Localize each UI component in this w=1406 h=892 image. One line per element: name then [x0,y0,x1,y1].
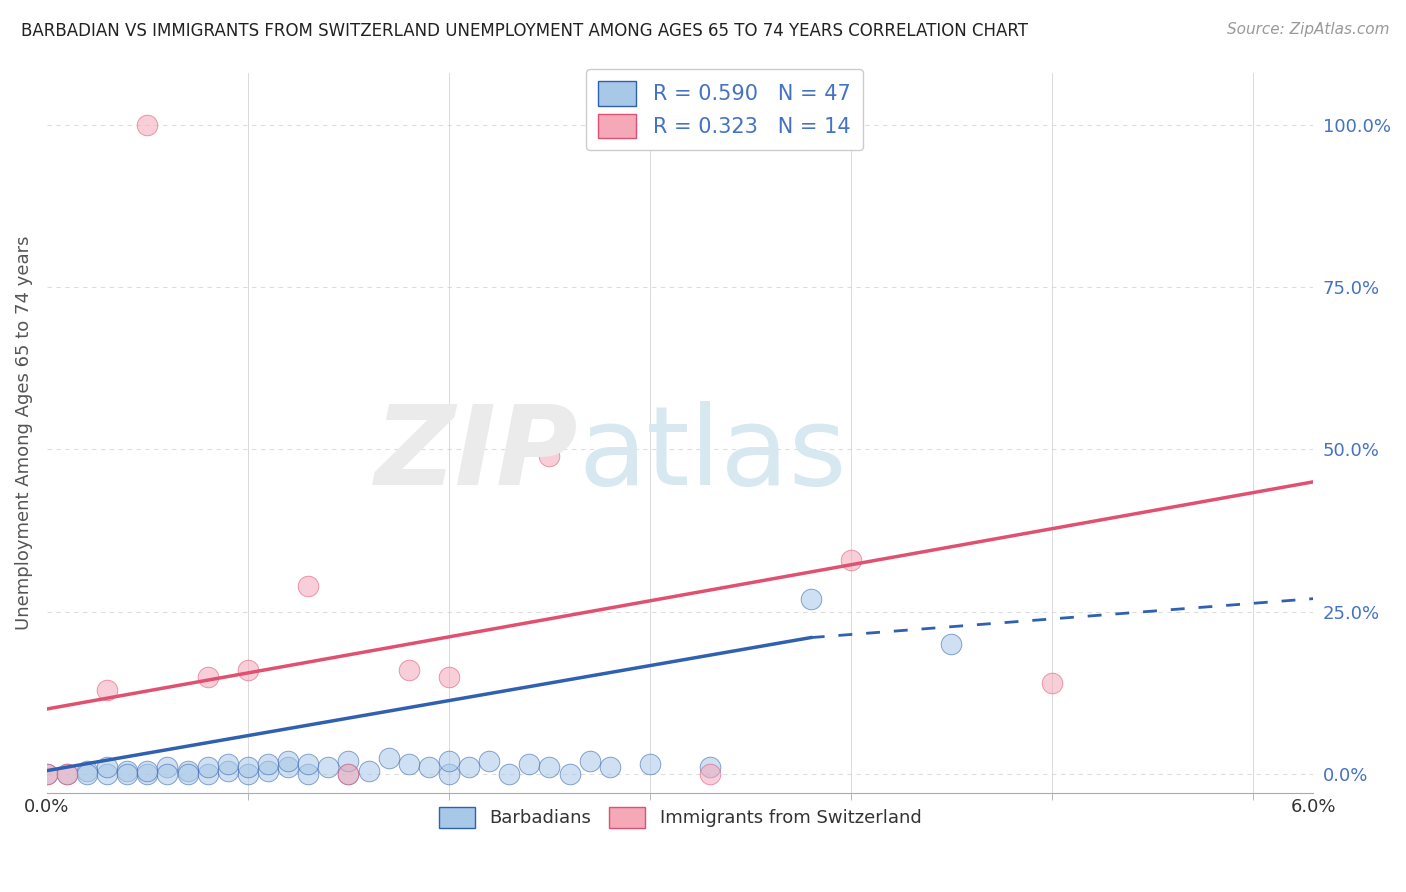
Legend: Barbadians, Immigrants from Switzerland: Barbadians, Immigrants from Switzerland [432,799,929,835]
Point [538,760,561,774]
Point [297,767,319,781]
Point [56,767,79,781]
Point [800,591,823,606]
Point [257,764,280,778]
Text: Source: ZipAtlas.com: Source: ZipAtlas.com [1226,22,1389,37]
Point [176,764,198,778]
Point [297,757,319,772]
Point [437,669,460,683]
Point [257,757,280,772]
Point [318,760,340,774]
Point [337,767,360,781]
Point [517,757,540,772]
Point [699,760,721,774]
Point [197,767,219,781]
Point [217,757,239,772]
Point [418,760,440,774]
Point [458,760,481,774]
Point [478,754,501,768]
Point [236,767,259,781]
Point [538,449,561,463]
Point [578,754,600,768]
Point [156,767,179,781]
Point [136,764,159,778]
Point [117,767,139,781]
Point [76,764,98,778]
Point [599,760,621,774]
Point [156,760,179,774]
Point [357,764,380,778]
Point [136,767,159,781]
Point [176,767,198,781]
Point [96,767,118,781]
Point [398,757,420,772]
Point [337,767,360,781]
Point [197,669,219,683]
Point [76,767,98,781]
Point [699,767,721,781]
Point [398,663,420,677]
Point [941,637,963,651]
Point [297,579,319,593]
Text: atlas: atlas [579,401,848,508]
Point [277,760,299,774]
Point [1040,676,1063,690]
Point [277,754,299,768]
Point [638,757,661,772]
Point [498,767,520,781]
Point [337,754,360,768]
Point [35,767,58,781]
Text: ZIP: ZIP [375,401,579,508]
Point [197,760,219,774]
Point [558,767,581,781]
Point [96,682,118,697]
Point [437,754,460,768]
Point [117,764,139,778]
Point [136,118,159,132]
Point [217,764,239,778]
Point [56,767,79,781]
Point [236,760,259,774]
Point [437,767,460,781]
Point [377,750,399,764]
Point [96,760,118,774]
Point [839,552,862,566]
Text: BARBADIAN VS IMMIGRANTS FROM SWITZERLAND UNEMPLOYMENT AMONG AGES 65 TO 74 YEARS : BARBADIAN VS IMMIGRANTS FROM SWITZERLAND… [21,22,1028,40]
Y-axis label: Unemployment Among Ages 65 to 74 years: Unemployment Among Ages 65 to 74 years [15,235,32,631]
Point [236,663,259,677]
Point [35,767,58,781]
